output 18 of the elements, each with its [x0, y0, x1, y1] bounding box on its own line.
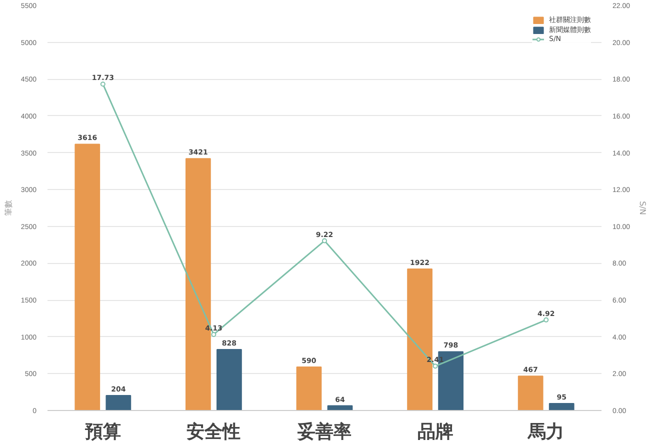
bar — [216, 349, 242, 410]
y2-axis-title: S/N — [638, 201, 648, 215]
x-tick-label: 預算 — [84, 422, 121, 442]
bar — [548, 403, 574, 410]
point — [211, 332, 216, 337]
point — [100, 82, 106, 87]
point — [544, 317, 549, 322]
x-tick-label: 安全性 — [186, 422, 241, 442]
x-tick-label: 妥善率 — [296, 422, 352, 442]
point — [432, 364, 438, 369]
bar — [106, 394, 132, 410]
bar — [296, 366, 322, 410]
point — [322, 238, 327, 244]
x-tick-label: 品牌 — [417, 422, 454, 442]
y-axis-title: 筆數 — [4, 200, 13, 216]
x-tick-label: 馬力 — [527, 422, 564, 442]
bar — [74, 144, 100, 410]
bar — [518, 376, 544, 410]
